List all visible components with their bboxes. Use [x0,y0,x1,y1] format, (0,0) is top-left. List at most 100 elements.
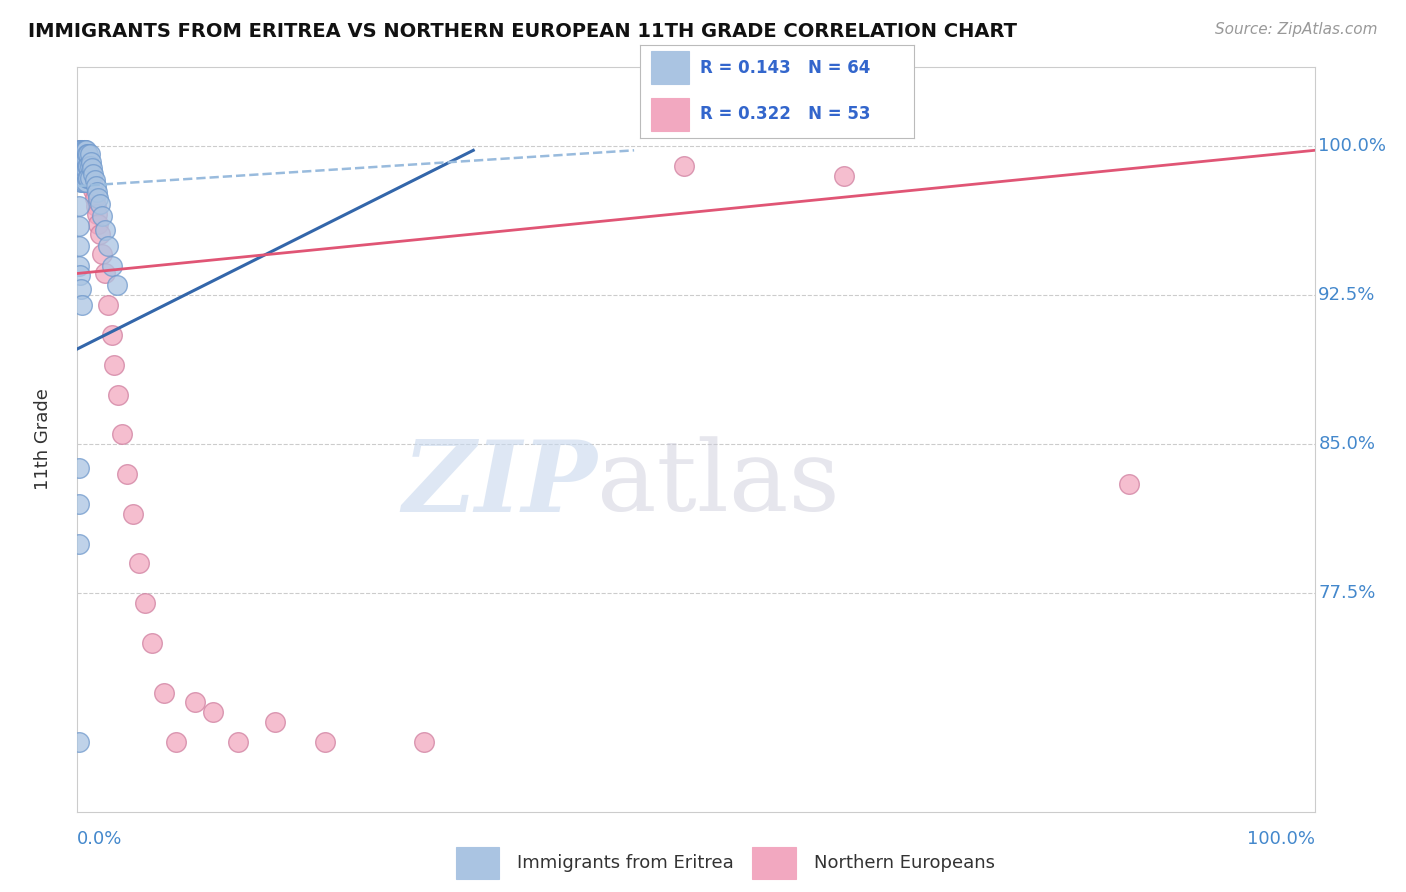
Point [97,298,120,312]
Point [70,155,93,169]
Point [226,735,249,749]
Point [70,169,93,183]
Point [69,144,91,158]
Point [69,144,91,158]
Point [72,144,94,158]
Point [103,358,125,372]
Point [87,217,110,231]
Point [75,163,97,178]
Point [72,144,94,158]
Text: R = 0.143   N = 64: R = 0.143 N = 64 [700,59,870,77]
Point [72,175,94,189]
Text: IMMIGRANTS FROM ERITREA VS NORTHERN EUROPEAN 11TH GRADE CORRELATION CHART: IMMIGRANTS FROM ERITREA VS NORTHERN EURO… [28,22,1017,41]
Point [82,183,104,197]
Point [76,159,98,173]
Point [73,159,96,173]
Point [122,507,145,521]
Text: 92.5%: 92.5% [1319,286,1375,304]
Point [67,149,90,163]
Point [80,169,103,183]
Point [70,149,93,163]
Text: 100.0%: 100.0% [1247,830,1315,848]
Point [69,155,91,169]
Point [72,144,94,158]
Point [82,175,104,189]
Point [70,163,93,178]
Point [93,223,115,237]
Point [77,147,100,161]
Point [75,153,97,168]
Point [77,169,100,183]
Point [79,171,101,186]
Point [107,387,129,401]
Text: Northern Europeans: Northern Europeans [814,854,995,872]
Point [80,155,103,169]
Point [672,159,695,173]
Point [67,536,90,550]
Point [72,155,94,169]
Text: 0.0%: 0.0% [77,830,122,848]
Point [82,161,104,176]
Point [67,735,90,749]
Point [70,155,93,169]
Point [72,169,94,183]
Point [76,147,98,161]
Text: 100.0%: 100.0% [1319,137,1386,155]
Point [70,175,93,189]
Point [89,197,111,211]
Point [79,163,101,178]
Point [101,328,124,343]
Point [67,219,90,233]
Point [72,163,94,178]
Point [72,155,94,169]
Text: atlas: atlas [598,436,839,532]
Point [1118,477,1140,491]
Point [87,191,110,205]
Point [79,147,101,161]
Point [70,144,93,158]
Point [76,169,98,183]
Text: 85.0%: 85.0% [1319,435,1375,453]
Point [184,696,207,710]
Point [69,268,91,283]
Point [75,144,97,158]
Point [165,735,187,749]
Point [67,238,90,252]
Point [134,596,156,610]
Point [101,259,124,273]
Point [79,177,101,191]
Point [69,155,91,169]
Point [84,179,107,194]
Point [128,557,150,571]
Bar [456,847,499,879]
Point [73,149,96,163]
Point [412,735,434,749]
Point [264,715,287,730]
Point [72,149,94,163]
Point [67,199,90,213]
Point [72,149,94,163]
Point [83,191,105,205]
Point [105,278,128,293]
Text: ZIP: ZIP [402,436,598,533]
Point [70,167,93,181]
Point [67,144,90,158]
Point [73,144,96,158]
Point [72,175,94,189]
Point [73,163,96,178]
Point [72,169,94,183]
Point [77,159,100,173]
Point [76,155,98,169]
Point [77,171,100,186]
Point [72,163,94,178]
Point [82,167,104,181]
Point [72,155,94,169]
Point [69,163,91,178]
Point [67,149,90,163]
Point [91,246,114,260]
Point [67,461,90,475]
Bar [752,847,796,879]
Point [79,159,101,173]
Point [76,171,98,186]
Point [153,685,176,699]
